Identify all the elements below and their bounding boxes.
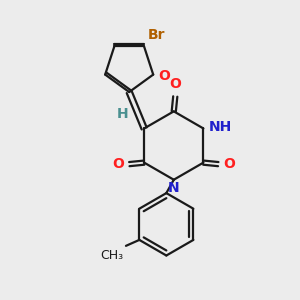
Text: O: O bbox=[159, 69, 170, 83]
Text: H: H bbox=[117, 106, 128, 121]
Text: N: N bbox=[168, 181, 180, 195]
Text: O: O bbox=[112, 157, 124, 171]
Text: NH: NH bbox=[209, 120, 232, 134]
Text: CH₃: CH₃ bbox=[100, 249, 123, 262]
Text: O: O bbox=[224, 157, 236, 171]
Text: O: O bbox=[169, 77, 181, 91]
Text: Br: Br bbox=[148, 28, 165, 42]
